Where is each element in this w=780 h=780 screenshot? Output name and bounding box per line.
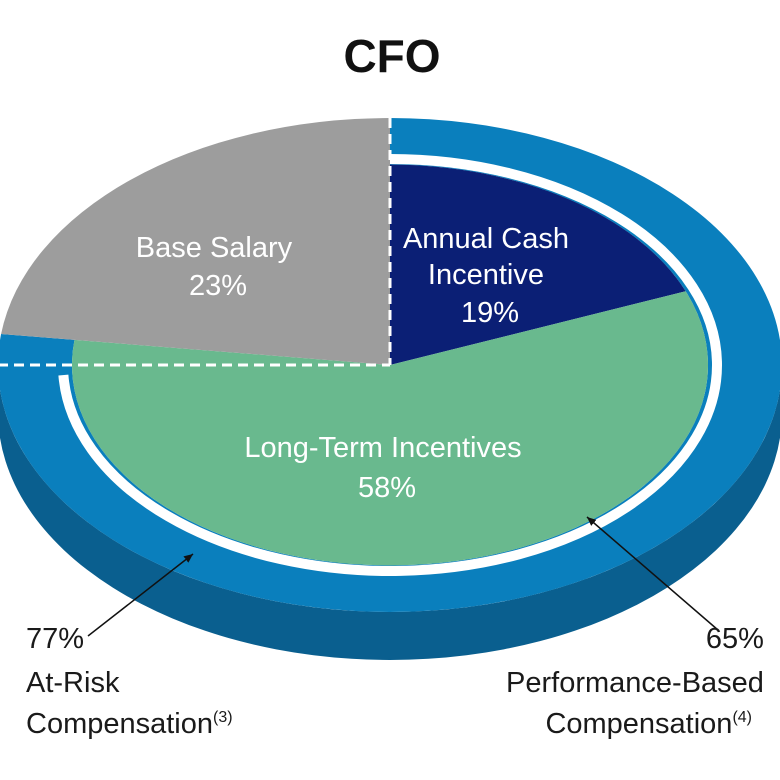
callout-performance-line1: Performance-Based [506, 667, 764, 699]
slice-value-annual-cash: 19% [461, 297, 519, 329]
callout-at-risk-line2: Compensation [26, 708, 213, 740]
slice-value-long-term: 58% [358, 472, 416, 504]
slice-label-annual-cash-line1: Annual Cash [403, 223, 569, 255]
chart-title: CFO [343, 30, 440, 82]
slice-long-term-incentives [72, 291, 709, 566]
slice-annual-cash-incentive [390, 164, 686, 365]
performance-based-band [58, 153, 722, 576]
slice-value-base-salary: 23% [189, 270, 247, 302]
slice-label-annual-cash: Annual Cash Incentive 19% [403, 223, 577, 329]
callout-performance-value: 65% [706, 623, 764, 655]
at-risk-arrow [87, 553, 194, 637]
callout-performance-line2: Compensation [545, 708, 732, 740]
slice-label-annual-cash-line2: Incentive [428, 259, 544, 291]
slice-label-long-term-line1: Long-Term Incentives [244, 432, 521, 464]
pie-slices [1, 118, 709, 566]
slice-label-base-salary: Base Salary 23% [136, 232, 300, 302]
callout-performance-based: 65% Performance-Based Compensation(4) [506, 623, 772, 740]
ring-side [0, 389, 780, 660]
slice-label-base-salary-line1: Base Salary [136, 232, 293, 264]
callout-at-risk-value: 77% [26, 623, 84, 655]
callout-performance-footnote: (4) [732, 709, 752, 726]
slice-base-salary [1, 118, 391, 365]
callout-at-risk-footnote: (3) [213, 709, 233, 726]
callout-at-risk: 77% At-Risk Compensation(3) [26, 623, 233, 740]
slice-label-long-term: Long-Term Incentives 58% [244, 432, 529, 504]
performance-based-arrow [586, 516, 719, 631]
callout-at-risk-line1: At-Risk [26, 667, 120, 699]
